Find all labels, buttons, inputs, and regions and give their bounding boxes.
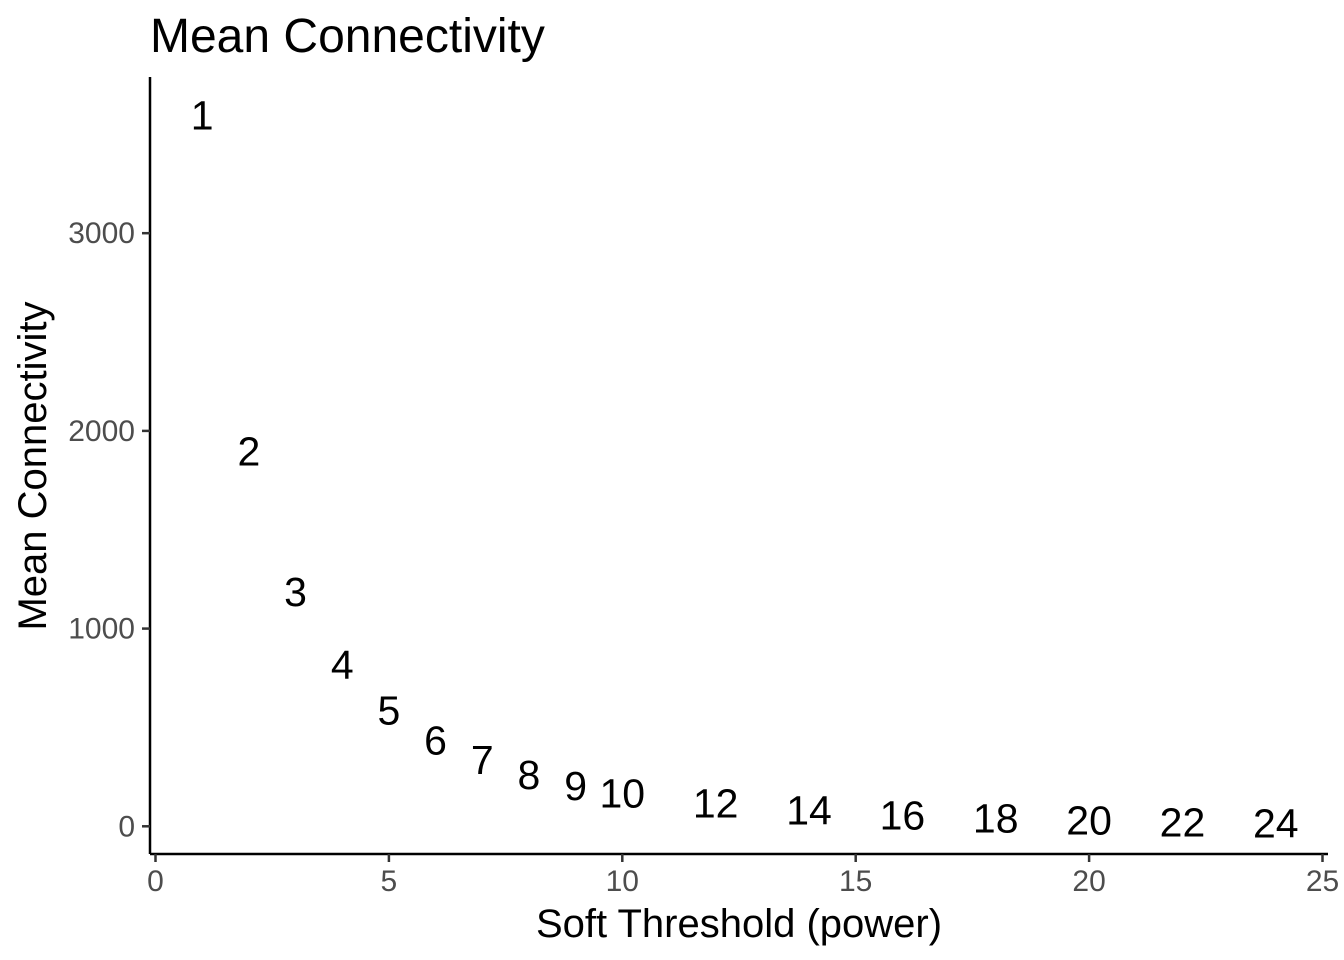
data-point-label: 16 xyxy=(880,792,926,838)
data-point-label: 20 xyxy=(1066,797,1112,843)
data-point-label: 3 xyxy=(284,569,307,615)
y-axis-title: Mean Connectivity xyxy=(11,301,55,630)
x-axis-ticks: 0 5 10 15 20 25 xyxy=(147,854,1339,898)
y-axis-ticks: 0 1000 2000 3000 xyxy=(68,217,150,843)
y-tick-label: 3000 xyxy=(68,217,135,250)
data-point-label: 24 xyxy=(1253,800,1299,846)
x-tick-label: 10 xyxy=(606,865,639,898)
data-point-label: 1 xyxy=(191,93,214,139)
data-point-label: 22 xyxy=(1160,799,1206,845)
y-tick-label: 2000 xyxy=(68,415,135,448)
x-tick-label: 20 xyxy=(1072,865,1105,898)
data-point-label: 4 xyxy=(331,642,354,688)
data-point-label: 12 xyxy=(693,781,739,827)
data-point-label: 5 xyxy=(377,688,400,734)
data-point-label: 2 xyxy=(237,429,260,475)
y-tick-label: 0 xyxy=(118,810,135,843)
chart-title: Mean Connectivity xyxy=(150,10,545,63)
data-point-label: 8 xyxy=(518,752,541,798)
data-point-label: 10 xyxy=(599,771,645,817)
data-point-label: 18 xyxy=(973,795,1019,841)
x-tick-label: 5 xyxy=(381,865,398,898)
x-tick-label: 0 xyxy=(147,865,164,898)
x-tick-label: 15 xyxy=(839,865,872,898)
data-point-label: 14 xyxy=(786,787,832,833)
data-point-label: 6 xyxy=(424,717,447,763)
data-point-label: 7 xyxy=(471,737,494,783)
y-tick-label: 1000 xyxy=(68,613,135,646)
x-tick-label: 25 xyxy=(1306,865,1339,898)
x-axis-title: Soft Threshold (power) xyxy=(536,902,942,946)
data-point-label: 9 xyxy=(564,763,587,809)
